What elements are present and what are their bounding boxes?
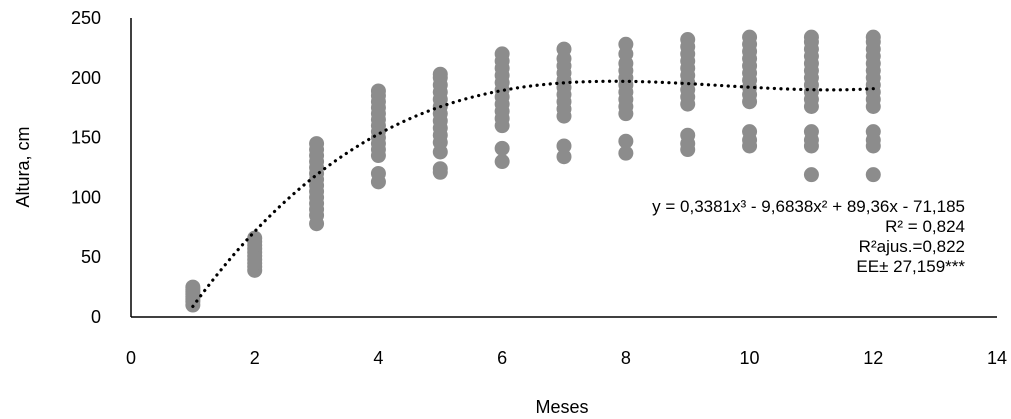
x-tick-label: 6 [497, 348, 507, 368]
data-point [185, 279, 201, 295]
data-point [370, 165, 386, 181]
data-point [618, 133, 634, 149]
data-point [556, 138, 572, 154]
y-axis-ticks: 0 50 100 150 200 250 [71, 8, 101, 327]
y-tick-label: 150 [71, 128, 101, 148]
data-point [742, 124, 758, 140]
data-point [432, 66, 448, 82]
y-tick-label: 250 [71, 8, 101, 28]
data-point [803, 167, 819, 183]
x-tick-label: 10 [740, 348, 760, 368]
x-tick-label: 12 [863, 348, 883, 368]
r-squared-text: R² = 0,824 [885, 217, 965, 236]
x-tick-label: 14 [987, 348, 1007, 368]
data-point [494, 154, 510, 170]
x-axis-ticks: 0 2 4 6 8 10 12 14 [126, 348, 1007, 368]
y-tick-label: 100 [71, 187, 101, 207]
data-point [309, 136, 325, 152]
data-point [803, 124, 819, 140]
data-point [432, 161, 448, 177]
y-tick-label: 0 [91, 307, 101, 327]
standard-error-text: EE± 27,159*** [856, 257, 965, 276]
x-tick-label: 8 [621, 348, 631, 368]
data-point [556, 149, 572, 165]
adjusted-r-squared-text: R²ajus.=0,822 [859, 237, 965, 256]
data-point [618, 36, 634, 52]
x-tick-label: 2 [250, 348, 260, 368]
data-point [618, 145, 634, 161]
x-tick-label: 0 [126, 348, 136, 368]
y-tick-label: 200 [71, 68, 101, 88]
data-points [185, 29, 881, 313]
data-point [742, 29, 758, 45]
x-axis-title: Meses [535, 397, 588, 417]
data-point [494, 46, 510, 62]
y-axis-title: Altura, cm [13, 126, 33, 207]
data-point [865, 29, 881, 45]
data-point [494, 140, 510, 156]
data-point [803, 29, 819, 45]
trendline [191, 79, 875, 309]
data-point [680, 32, 696, 48]
equation-box: y = 0,3381x³ - 9,6838x² + 89,36x - 71,18… [652, 197, 965, 276]
data-point [865, 167, 881, 183]
data-point [247, 230, 263, 246]
y-tick-label: 50 [81, 247, 101, 267]
equation-text: y = 0,3381x³ - 9,6838x² + 89,36x - 71,18… [652, 197, 965, 216]
data-point [865, 124, 881, 140]
data-point [370, 83, 386, 99]
data-point [556, 41, 572, 57]
x-tick-label: 4 [373, 348, 383, 368]
data-point [680, 127, 696, 143]
